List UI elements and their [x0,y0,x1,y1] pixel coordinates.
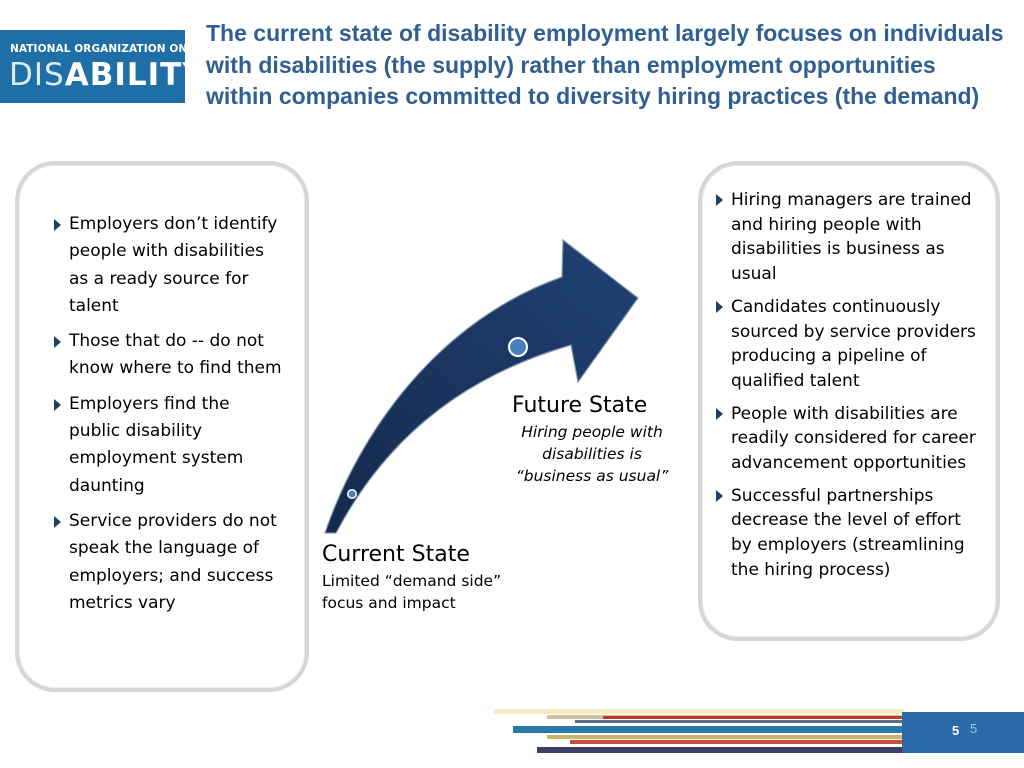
list-item: Successful partnerships decrease the lev… [716,484,984,583]
bullet-arrow-icon [54,336,61,349]
list-item: Those that do -- do not know where to fi… [54,328,284,383]
future-state-panel: Hiring managers are trained and hiring p… [698,161,1000,641]
logo-line-2: DISABILITY [9,57,206,93]
logo-line-2-light: DIS [9,57,65,93]
future-state-marker-dot [510,339,526,355]
current-state-marker-dot [348,490,356,498]
footer-stripe [537,747,904,753]
footer-stripe [547,735,904,739]
slide-title: The current state of disability employme… [206,20,1004,109]
list-item-text: Candidates continuously sourced by servi… [731,296,976,391]
list-item: Service providers do not speak the langu… [54,508,284,617]
list-item: Candidates continuously sourced by servi… [716,295,984,394]
list-item-text: Employers don’t identify people with dis… [69,214,278,316]
footer-stripe [494,709,904,714]
current-state-panel: Employers don’t identify people with dis… [15,161,309,692]
page-number-box [902,712,1024,753]
page-number-secondary: 5 [970,721,978,736]
list-item: Employers find the public disability emp… [54,391,284,500]
curved-arrow-icon [324,238,639,534]
list-item: Employers don’t identify people with dis… [54,211,284,320]
footer-stripe [570,740,904,744]
footer-stripe [513,726,904,733]
current-state-description: Limited “demand side” focus and impact [322,572,502,612]
footer-stripe [603,716,904,719]
bullet-arrow-icon [54,219,61,231]
list-item: People with disabilities are readily con… [716,402,984,476]
bullet-arrow-icon [716,194,723,206]
list-item-text: Service providers do not speak the langu… [69,510,277,613]
list-item: Hiring managers are trained and hiring p… [716,188,984,287]
page-number: 5 [952,723,960,738]
future-state-title: Future State [512,393,648,418]
list-item-text: Those that do -- do not know where to fi… [69,331,282,379]
logo-line-1: NATIONAL ORGANIZATION ON [10,43,188,55]
bullet-arrow-icon [54,398,61,411]
list-item-text: Successful partnerships decrease the lev… [731,485,965,580]
footer-stripe [575,720,904,723]
current-state-title: Current State [322,542,470,567]
list-item-text: People with disabilities are readily con… [731,403,976,474]
list-item-text: Hiring managers are trained and hiring p… [731,190,972,285]
bullet-arrow-icon [716,489,723,502]
bullet-arrow-icon [716,300,723,313]
bullet-arrow-icon [716,407,723,420]
current-state-list: Employers don’t identify people with dis… [54,211,284,625]
logo-line-2-bold: ABILITY [64,57,206,93]
future-state-list: Hiring managers are trained and hiring p… [716,188,984,591]
list-item-text: Employers find the public disability emp… [69,393,244,496]
bullet-arrow-icon [54,515,61,528]
future-state-description: Hiring people with disabilities is “busi… [515,423,669,485]
organization-logo: NATIONAL ORGANIZATION ON DISABILITY [0,30,205,103]
